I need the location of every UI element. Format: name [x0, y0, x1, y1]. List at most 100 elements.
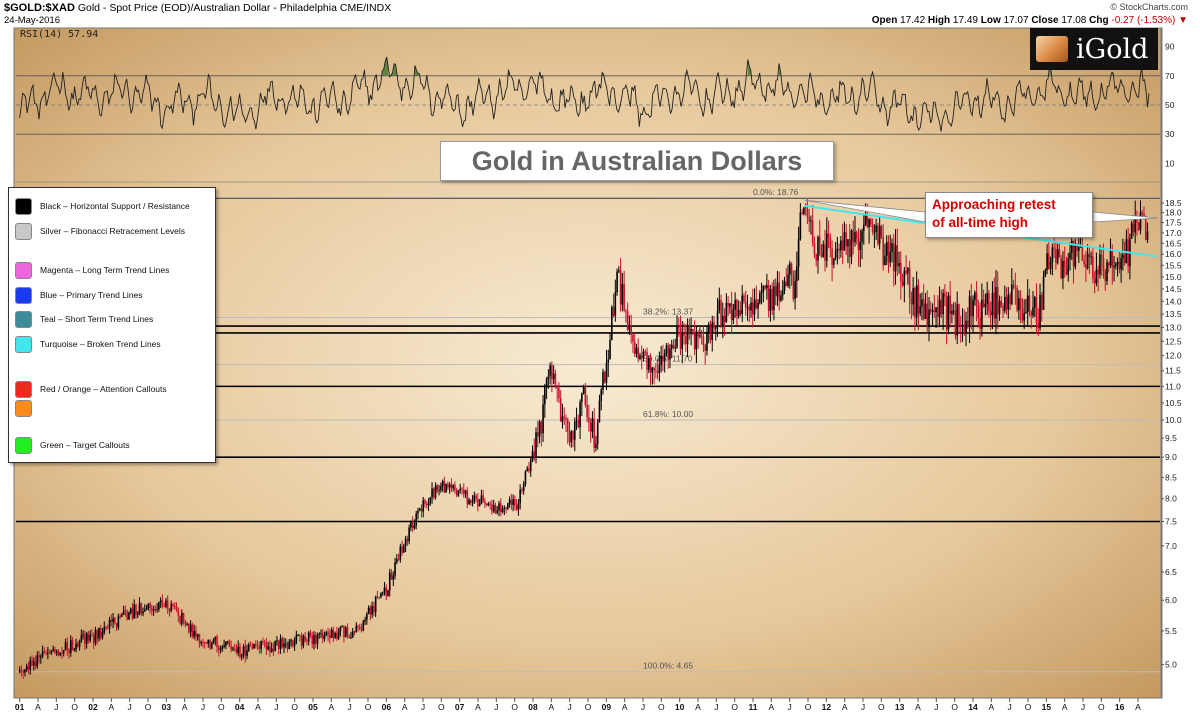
- candle-body: [244, 646, 247, 657]
- candle-body: [336, 633, 338, 639]
- candle-body: [988, 293, 990, 312]
- candle-body: [510, 499, 513, 505]
- candle-body: [246, 650, 248, 657]
- candle-body: [903, 270, 906, 286]
- candle-body: [612, 307, 615, 316]
- candle-body: [743, 295, 745, 302]
- candle-body: [933, 310, 936, 313]
- candle-body: [459, 488, 462, 491]
- candle-body: [993, 292, 996, 319]
- candle-body: [655, 370, 657, 372]
- price-axis-tick-label: 8.5: [1165, 472, 1177, 482]
- candle-body: [660, 355, 662, 366]
- candle-body: [274, 640, 276, 651]
- candle-body: [1076, 244, 1078, 252]
- candle-body: [1092, 256, 1094, 279]
- legend-label: Teal – Short Term Trend Lines: [40, 314, 154, 324]
- rsi-label: RSI(14) 57.94: [20, 29, 98, 40]
- time-axis-tick-label: J: [421, 702, 425, 712]
- candle-body: [866, 214, 869, 227]
- high-label: High: [927, 15, 951, 26]
- candle-body: [554, 373, 557, 386]
- callout-pointer-right: [1092, 211, 1159, 223]
- candle-body: [105, 627, 107, 629]
- candle-body: [434, 485, 437, 498]
- gold-bar-icon: [1036, 36, 1068, 62]
- candle-body: [355, 625, 358, 632]
- candle-body: [131, 608, 134, 619]
- candle-body: [718, 300, 721, 311]
- candle-body: [810, 220, 812, 222]
- candle-body: [808, 216, 810, 222]
- candle-body: [692, 329, 694, 332]
- candle-body: [864, 214, 867, 225]
- price-axis-tick-label: 16.5: [1165, 238, 1182, 248]
- candle-body: [570, 431, 573, 443]
- candle-body: [986, 293, 988, 305]
- candle-body: [901, 281, 904, 286]
- candle-body: [679, 328, 682, 350]
- candle-body: [859, 242, 862, 251]
- candle-body: [165, 600, 167, 607]
- candle-body: [544, 387, 546, 405]
- price-axis-tick-label: 18.5: [1165, 198, 1182, 208]
- price-axis-tick-label: 12.5: [1165, 336, 1182, 346]
- candle-body: [210, 642, 213, 649]
- price-axis-tick-label: 15.5: [1165, 260, 1182, 270]
- candle-body: [723, 316, 726, 323]
- candle-body: [1090, 256, 1092, 258]
- price-axis-tick-label: 17.0: [1165, 228, 1182, 238]
- candle-body: [262, 640, 264, 643]
- candle-body: [714, 327, 717, 329]
- candle-body: [974, 292, 976, 300]
- chart-header-title: $GOLD:$XAD Gold - Spot Price (EOD)/Austr…: [4, 2, 391, 14]
- candle-body: [108, 619, 111, 630]
- candle-body: [736, 300, 738, 317]
- candle-body: [625, 310, 627, 312]
- open-label: Open: [871, 15, 898, 26]
- candle-body: [265, 642, 268, 650]
- candle-body: [1053, 247, 1055, 249]
- candle-body: [670, 344, 673, 349]
- candle-body: [1100, 254, 1103, 258]
- candle-body: [411, 521, 414, 529]
- candle-body: [1109, 249, 1112, 266]
- candle-body: [549, 365, 551, 377]
- candle-body: [905, 270, 907, 274]
- candle-body: [228, 641, 231, 647]
- candle-body: [1143, 213, 1145, 217]
- legend-swatch: [15, 436, 32, 454]
- candle-body: [306, 640, 308, 642]
- candle-body: [276, 640, 278, 642]
- candle-body: [461, 488, 463, 490]
- legend-item: Teal – Short Term Trend Lines: [15, 309, 153, 329]
- candle-body: [200, 641, 202, 644]
- price-axis-tick-label: 11.5: [1165, 366, 1181, 376]
- candle-body: [1104, 270, 1107, 281]
- candle-body: [1000, 300, 1003, 307]
- time-axis-tick-label: A: [1135, 702, 1141, 712]
- candle-body: [344, 627, 347, 637]
- price-axis-tick-label: 7.0: [1165, 541, 1177, 551]
- candle-body: [48, 653, 51, 654]
- candle-body: [685, 336, 687, 345]
- candle-body: [581, 393, 583, 403]
- legend-swatch: [15, 310, 32, 328]
- price-axis-tick-label: 9.0: [1165, 452, 1177, 462]
- logo-text: iGold: [1076, 33, 1149, 65]
- candle-body: [156, 609, 158, 610]
- candle-body: [730, 303, 733, 321]
- stockcharts-credit[interactable]: © StockCharts.com: [1110, 2, 1188, 12]
- candle-body: [535, 432, 537, 457]
- candle-body: [700, 335, 703, 337]
- candle-body: [639, 355, 641, 359]
- candle-body: [521, 489, 523, 491]
- time-axis-tick-label: 04: [235, 702, 245, 712]
- candle-body: [135, 604, 137, 616]
- time-axis-tick-label: A: [182, 702, 188, 712]
- candle-body: [443, 481, 446, 493]
- candle-body: [373, 606, 375, 613]
- candle-body: [1035, 297, 1038, 323]
- candle-body: [818, 236, 821, 255]
- candle-body: [778, 282, 781, 301]
